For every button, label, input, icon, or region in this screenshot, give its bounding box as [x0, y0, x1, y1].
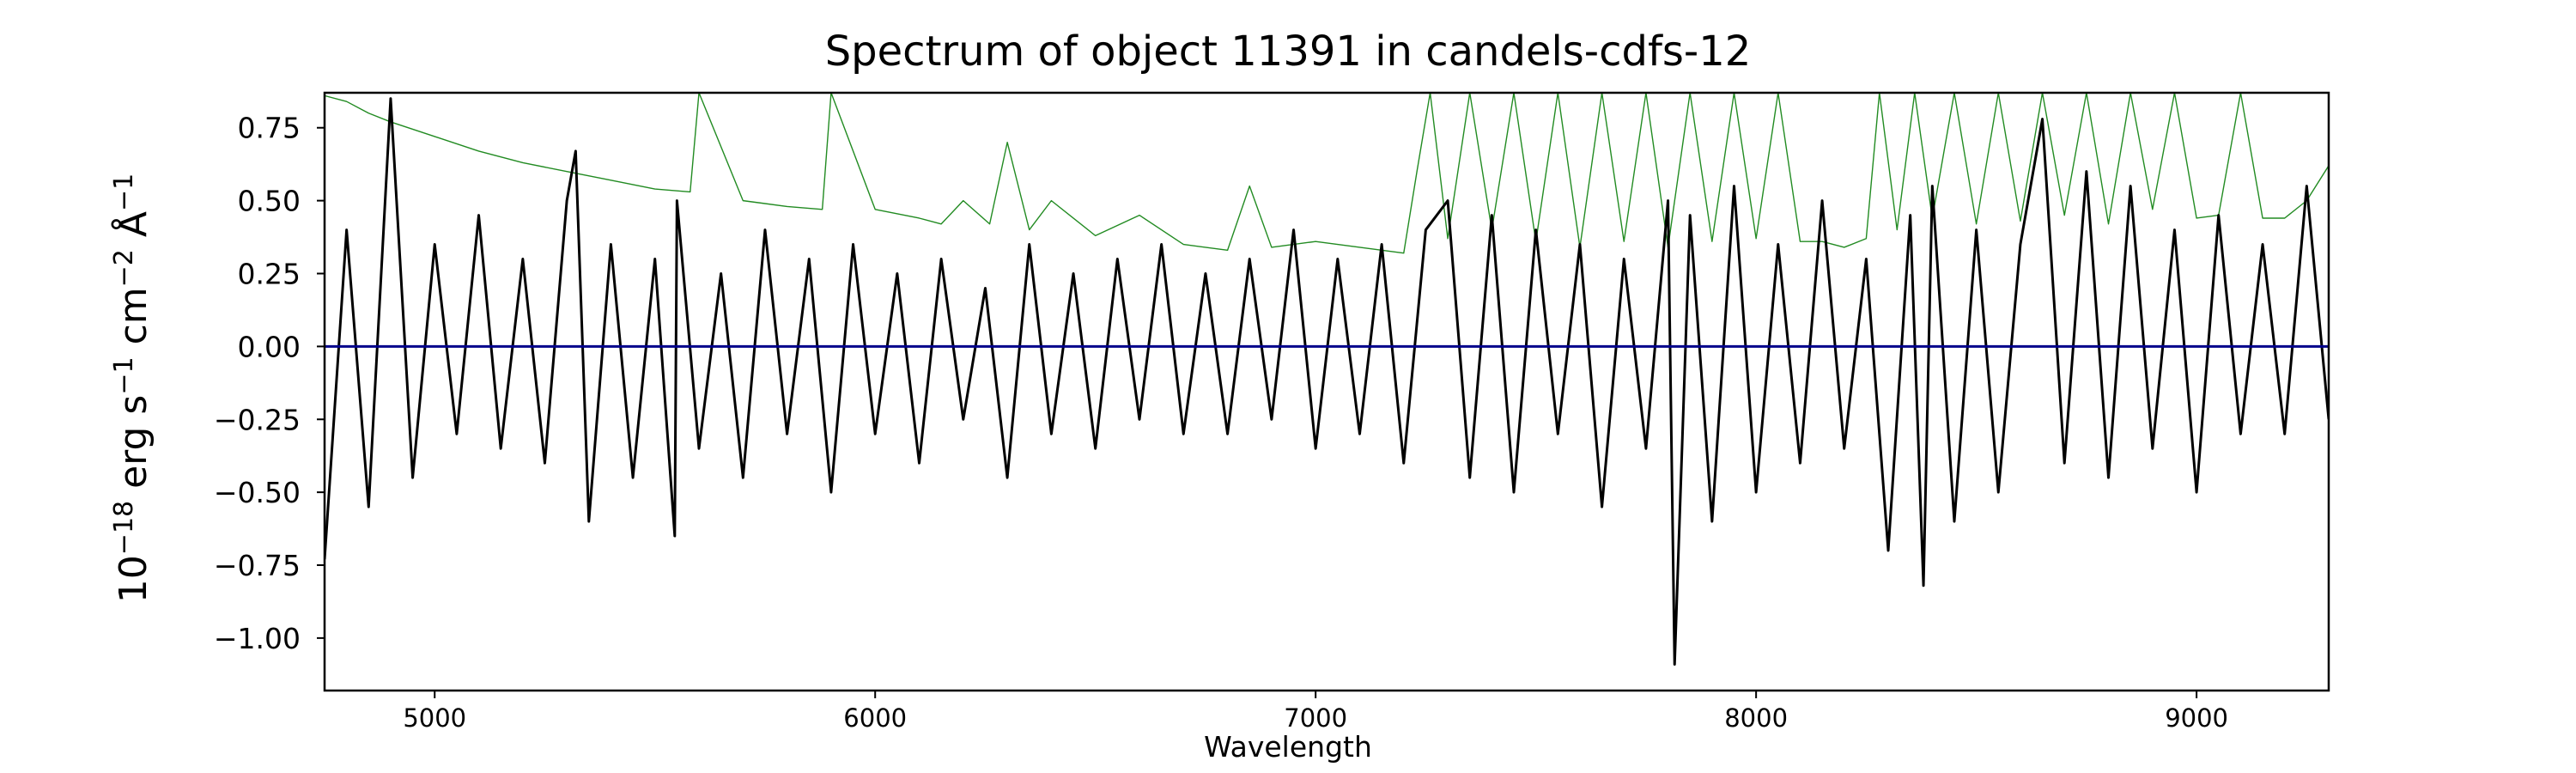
- y-tick-label: −0.25: [214, 403, 301, 436]
- y-tick-label: 0.50: [238, 185, 301, 218]
- x-tick-label: 8000: [1724, 703, 1788, 733]
- y-tick-label: 0.00: [238, 330, 301, 363]
- x-tick-label: 7000: [1284, 703, 1347, 733]
- x-tick-label: 9000: [2165, 703, 2228, 733]
- y-tick-label: 0.75: [238, 112, 301, 145]
- y-tick-label: 0.25: [238, 257, 301, 290]
- error-series-line: [325, 93, 2329, 254]
- y-tick-label: −0.75: [214, 549, 301, 582]
- x-axis-label: Wavelength: [1204, 730, 1372, 764]
- chart-title: Spectrum of object 11391 in candels-cdfs…: [824, 27, 1752, 76]
- y-axis-label: 10−18 erg s−1 cm−2 Å−1: [109, 173, 155, 604]
- series-layer: [325, 93, 2329, 666]
- flux-series-line: [325, 97, 2329, 666]
- y-tick-label: −0.50: [214, 476, 301, 509]
- y-tick-label: −1.00: [214, 622, 301, 655]
- axes-frame: [323, 91, 2330, 692]
- x-tick-label: 6000: [843, 703, 907, 733]
- x-tick-label: 5000: [403, 703, 466, 733]
- tick-layer: 5000 6000 7000 8000 9000 0.75 0.50 0.25 0.00 −0.2…: [214, 112, 2228, 733]
